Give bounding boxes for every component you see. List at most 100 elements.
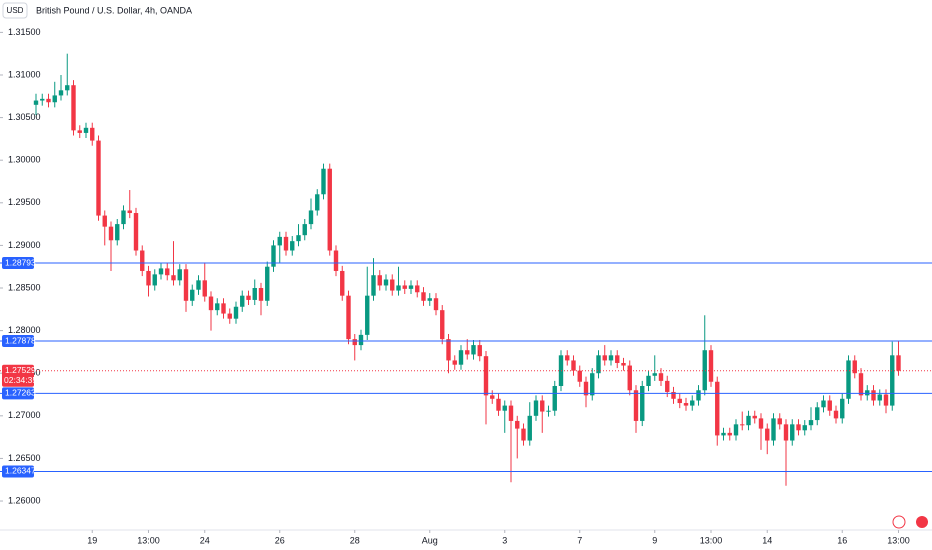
candle-body <box>577 370 582 382</box>
level-label-box <box>2 257 34 270</box>
candle-body <box>365 295 370 335</box>
candle-body <box>190 289 195 301</box>
candle-body <box>196 280 201 290</box>
candle-body <box>671 391 676 399</box>
candle-body <box>321 168 326 195</box>
candle-body <box>521 428 526 441</box>
candle-body <box>83 127 89 133</box>
candle-body <box>708 350 714 382</box>
candle-body <box>296 235 301 242</box>
candle-body <box>90 127 95 141</box>
candle-body <box>583 381 589 396</box>
event-icon[interactable] <box>916 516 928 528</box>
y-tick-label: 1.26000 <box>8 495 41 505</box>
candle-body <box>427 298 432 301</box>
candle-body <box>858 373 864 396</box>
candle-body <box>433 298 439 311</box>
candle-body <box>315 194 320 211</box>
candle-body <box>152 274 157 286</box>
candle-body <box>871 390 876 401</box>
candle-body <box>540 400 545 412</box>
x-tick-label: 24 <box>200 535 210 545</box>
candle-body <box>183 269 189 301</box>
candle-body <box>721 432 726 436</box>
candle-body <box>252 288 257 300</box>
candle-body <box>227 313 232 319</box>
candle-body <box>327 168 332 251</box>
candle-body <box>346 295 351 340</box>
candle-body <box>471 345 476 355</box>
candle-body <box>52 95 57 103</box>
y-tick-label: 1.28000 <box>8 325 41 335</box>
candle-body <box>46 98 51 103</box>
candle-body <box>652 373 657 376</box>
candle-body <box>733 424 739 436</box>
candle-body <box>308 210 314 225</box>
candle-body <box>277 236 282 246</box>
candle-body <box>265 266 270 301</box>
candle-body <box>690 400 695 406</box>
candle-body <box>146 270 151 286</box>
candle-body <box>108 226 114 241</box>
candle-body <box>790 424 795 441</box>
candle-body <box>208 296 214 311</box>
candle-body <box>215 303 220 311</box>
candle-body <box>202 280 207 297</box>
candle-body <box>515 420 520 429</box>
candle-body <box>602 355 607 361</box>
candle-body <box>802 425 807 431</box>
x-tick-label: 9 <box>652 535 657 545</box>
candle-body <box>796 424 801 431</box>
candle-body <box>758 418 764 429</box>
currency[interactable]: USD <box>7 6 24 15</box>
candle-body <box>246 295 251 300</box>
candle-body <box>483 356 489 396</box>
x-tick-label: 13:00 <box>700 535 723 545</box>
level-label-box <box>2 465 34 478</box>
candle-body <box>640 385 645 421</box>
candle-body <box>446 339 451 361</box>
alert-icon[interactable] <box>892 515 906 529</box>
candle-body <box>96 140 101 216</box>
candle-body <box>815 407 820 421</box>
candle-body <box>352 339 357 346</box>
x-tick-label: 14 <box>762 535 772 545</box>
candle-body <box>821 400 826 408</box>
candle-body <box>546 410 551 412</box>
candle-body <box>377 275 382 286</box>
y-tick-label: 1.27000 <box>8 410 41 420</box>
level-label-box <box>2 335 34 348</box>
candle-body <box>896 355 901 371</box>
candle-body <box>771 418 776 441</box>
x-tick-label: 16 <box>837 535 847 545</box>
candle-body <box>683 403 689 406</box>
candle-body <box>40 98 45 101</box>
y-tick-label: 1.29500 <box>8 197 41 207</box>
currency-button[interactable] <box>2 2 28 19</box>
candle-body <box>33 100 39 105</box>
x-tick-label: 7 <box>577 535 582 545</box>
candle-body <box>646 375 651 386</box>
candle-body <box>552 385 557 411</box>
level-label: 1.28793 <box>5 257 36 267</box>
candle-body <box>596 355 601 374</box>
x-tick-label: 13:00 <box>887 535 910 545</box>
candle-body <box>240 295 245 307</box>
candle-body <box>140 250 145 271</box>
candle-body <box>177 269 182 281</box>
candle-body <box>727 432 732 436</box>
candle-body <box>421 292 426 301</box>
candle-body <box>765 428 770 441</box>
candle-body <box>846 360 851 399</box>
candle-body <box>502 405 507 411</box>
candle-body <box>571 360 576 371</box>
candle-body <box>865 390 870 396</box>
candle-body <box>408 285 414 289</box>
candle-body <box>415 285 420 293</box>
candle-body <box>383 279 389 286</box>
candle-body <box>752 415 757 419</box>
candle-body <box>890 355 895 406</box>
y-tick-label: 1.30500 <box>8 112 41 122</box>
